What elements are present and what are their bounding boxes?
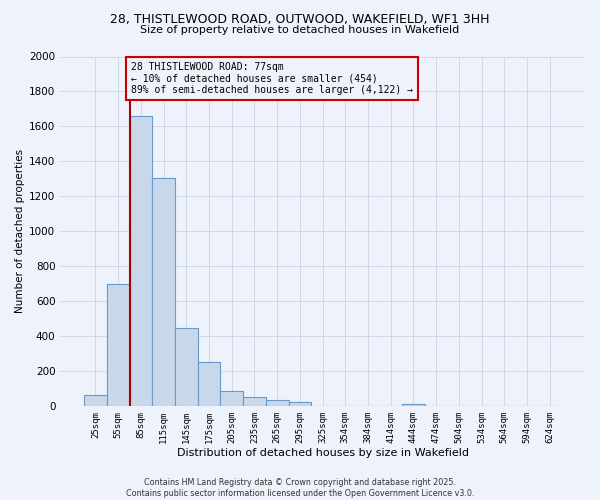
Y-axis label: Number of detached properties: Number of detached properties [15,150,25,314]
Bar [289,402,311,406]
Bar [84,395,107,406]
X-axis label: Distribution of detached houses by size in Wakefield: Distribution of detached houses by size … [176,448,469,458]
Bar [152,178,175,406]
Bar [266,400,289,406]
Bar [107,284,130,406]
Text: Contains HM Land Registry data © Crown copyright and database right 2025.
Contai: Contains HM Land Registry data © Crown c… [126,478,474,498]
Text: Size of property relative to detached houses in Wakefield: Size of property relative to detached ho… [140,25,460,35]
Text: 28 THISTLEWOOD ROAD: 77sqm
← 10% of detached houses are smaller (454)
89% of sem: 28 THISTLEWOOD ROAD: 77sqm ← 10% of deta… [131,62,413,95]
Bar [243,398,266,406]
Text: 28, THISTLEWOOD ROAD, OUTWOOD, WAKEFIELD, WF1 3HH: 28, THISTLEWOOD ROAD, OUTWOOD, WAKEFIELD… [110,12,490,26]
Bar [220,392,243,406]
Bar [175,328,198,406]
Bar [130,116,152,406]
Bar [198,362,220,406]
Bar [402,404,425,406]
